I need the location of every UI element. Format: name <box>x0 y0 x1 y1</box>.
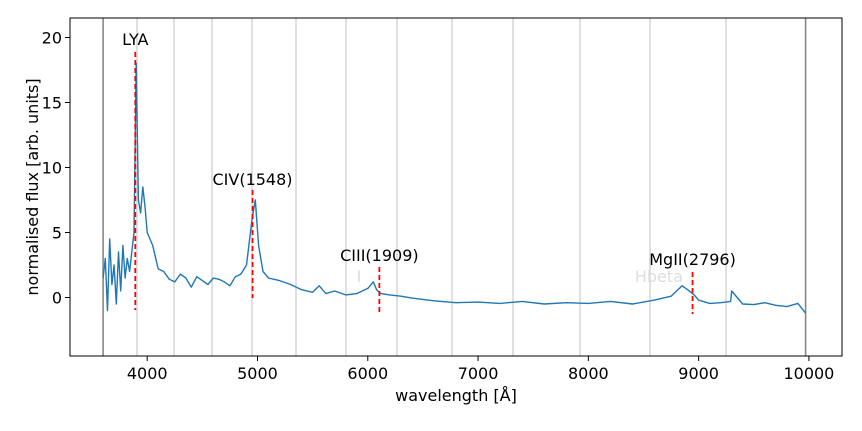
emission-line-label: CIV(1548) <box>212 170 292 189</box>
vertical-grid-lines <box>136 18 727 356</box>
y-tick-label: 20 <box>42 29 62 48</box>
emission-line-label: MgII(2796) <box>649 250 736 269</box>
y-tick-label: 15 <box>42 94 62 113</box>
spectrum-series <box>102 62 807 314</box>
faint-label: I <box>357 267 362 286</box>
emission-line-label: CIII(1909) <box>340 246 419 265</box>
spectrum-line <box>102 62 807 314</box>
emission-line-label: LYA <box>122 30 148 49</box>
x-tick-label: 4000 <box>127 364 168 383</box>
faint-labels: Hbeta I <box>357 267 683 286</box>
faint-label: Hbeta <box>635 267 683 286</box>
y-tick-label: 0 <box>52 289 62 308</box>
y-tick-label: 5 <box>52 224 62 243</box>
x-tick-label: 7000 <box>458 364 499 383</box>
x-tick-label: 8000 <box>568 364 609 383</box>
emission-line-markers: LYA CIV(1548) CIII(1909) MgII(2796) <box>122 30 736 314</box>
x-tick-label: 6000 <box>347 364 388 383</box>
x-tick-label: 10000 <box>783 364 834 383</box>
y-tick-label: 10 <box>42 159 62 178</box>
spectrum-range-lines <box>102 18 807 356</box>
x-axis-label: wavelength [Å] <box>395 386 517 405</box>
axis-ticks: 4000 5000 6000 7000 8000 9000 10000 0 5 10 15 20 <box>42 29 835 384</box>
y-axis-label: normalised flux [arb. units] <box>23 78 42 295</box>
x-tick-label: 9000 <box>678 364 719 383</box>
plot-frame <box>69 17 843 357</box>
x-tick-label: 5000 <box>237 364 278 383</box>
